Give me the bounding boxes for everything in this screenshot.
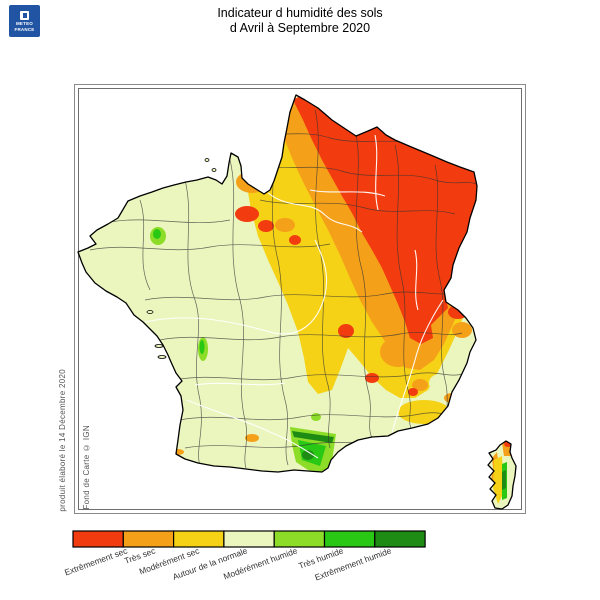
legend-swatch-3 bbox=[223, 530, 275, 548]
meteo-france-logo: METEO FRANCE bbox=[9, 5, 40, 37]
wet-regions bbox=[150, 227, 507, 500]
legend-swatch-4 bbox=[273, 530, 326, 548]
moisture-regions bbox=[78, 95, 516, 509]
moderately-dry-patches bbox=[398, 400, 504, 504]
coastal-islands bbox=[146, 158, 217, 359]
legend-swatch-1 bbox=[122, 530, 175, 548]
rivers bbox=[144, 134, 444, 459]
legend-swatch-5 bbox=[323, 530, 376, 548]
meteo-france-icon bbox=[20, 10, 29, 20]
logo-brand-line2: FRANCE bbox=[14, 26, 35, 32]
title-line2: d Avril à Septembre 2020 bbox=[229, 21, 371, 35]
extremely-dry-patches bbox=[235, 206, 512, 447]
map-frame-inner bbox=[78, 88, 522, 510]
corsica-outline bbox=[487, 440, 517, 510]
legend-swatch-0 bbox=[72, 530, 124, 548]
legend-swatch-2 bbox=[173, 530, 225, 548]
legend-swatch-6 bbox=[374, 530, 426, 548]
legend-label-0: Extrêmement sec bbox=[63, 545, 129, 577]
mainland-outline bbox=[77, 94, 478, 473]
map-frame-outer bbox=[74, 84, 526, 514]
page-title: Indicateur d humidité des sols d Avril à… bbox=[0, 6, 600, 36]
title-line1: Indicateur d humidité des sols bbox=[217, 6, 383, 20]
near-normal-alps-patch bbox=[429, 374, 451, 392]
country-outline bbox=[77, 94, 517, 510]
logo-brand-line1: METEO bbox=[15, 20, 33, 26]
